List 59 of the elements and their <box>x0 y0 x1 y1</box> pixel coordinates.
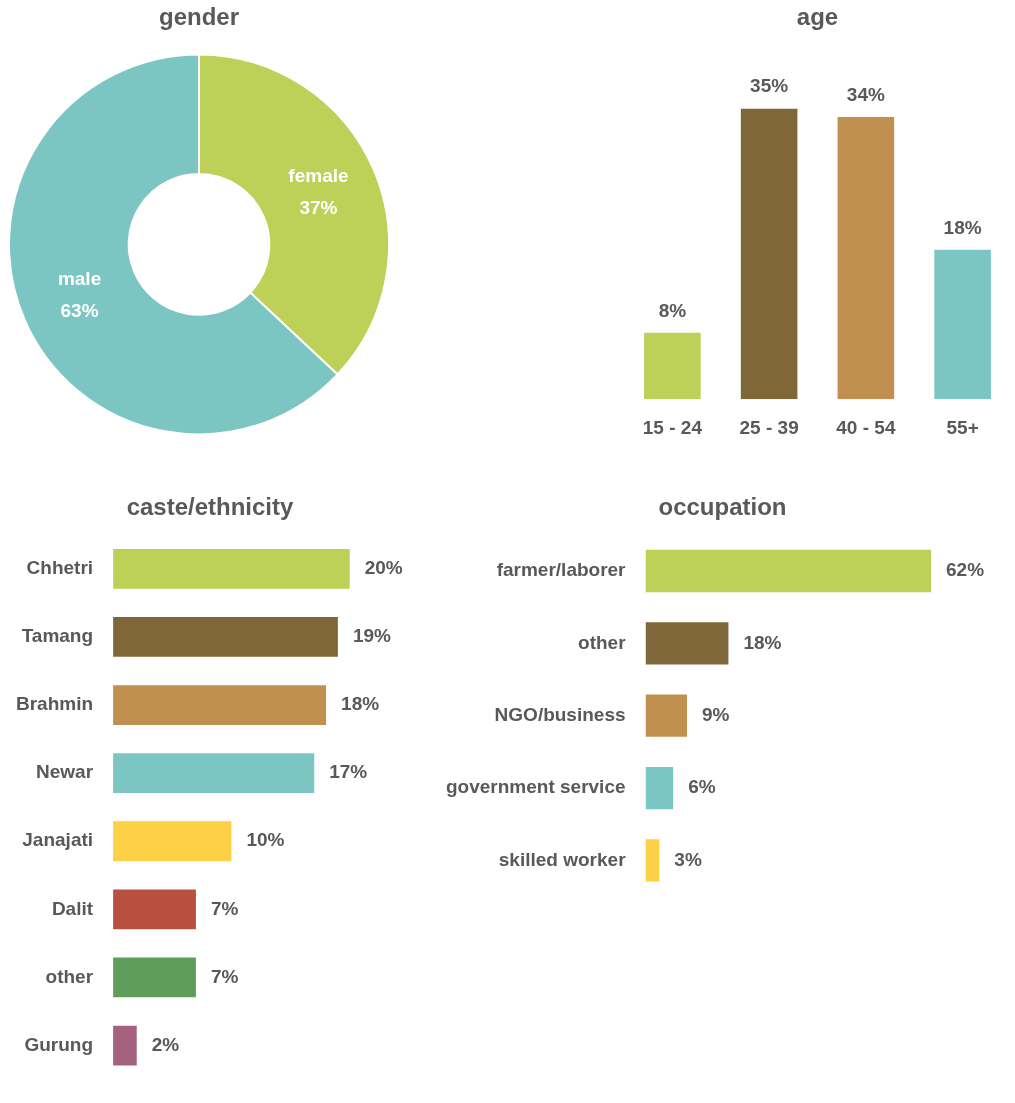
data-label: 6% <box>688 776 716 798</box>
bar <box>645 839 660 882</box>
chart-title: gender <box>158 3 240 31</box>
data-label: 3% <box>674 848 702 870</box>
data-label: 20% <box>364 557 403 579</box>
bar <box>645 694 687 737</box>
y-tick-label: government service <box>445 776 626 798</box>
data-label: 9% <box>701 703 730 725</box>
bar <box>113 821 232 862</box>
bar <box>645 766 674 810</box>
bar <box>113 548 350 589</box>
y-tick-label: Newar <box>36 761 94 783</box>
data-label: 18% <box>743 631 782 653</box>
data-label: 2% <box>151 1033 180 1055</box>
y-tick-label: skilled worker <box>498 848 627 870</box>
chart-title: caste/ethnicity <box>126 493 295 521</box>
data-label: 18% <box>341 693 380 715</box>
y-tick-label: farmer/laborer <box>496 559 627 581</box>
data-label: 63% <box>60 300 99 322</box>
y-tick-label: Janajati <box>22 829 94 851</box>
x-tick-label: 55+ <box>946 416 979 438</box>
bar <box>645 549 932 593</box>
bar <box>644 332 701 400</box>
bar <box>113 753 315 794</box>
y-tick-label: other <box>45 965 94 987</box>
bar <box>113 685 327 725</box>
chart-title: occupation <box>658 493 787 521</box>
data-label: 37% <box>299 196 338 218</box>
bar <box>837 117 895 400</box>
data-label: 18% <box>943 216 982 238</box>
slice-label: male <box>57 268 102 290</box>
y-tick-label: other <box>578 631 627 653</box>
data-label: 7% <box>210 897 239 919</box>
y-tick-label: Dalit <box>51 897 94 919</box>
bar <box>645 622 729 665</box>
bar <box>113 889 196 930</box>
y-tick-label: Gurung <box>24 1033 94 1055</box>
y-tick-label: NGO/business <box>494 703 626 725</box>
data-label: 10% <box>246 829 285 851</box>
y-tick-label: Chhetri <box>26 557 94 579</box>
x-tick-label: 25 - 39 <box>739 416 799 438</box>
data-label: 17% <box>329 761 368 783</box>
bar <box>113 957 196 998</box>
y-tick-label: Tamang <box>21 625 94 647</box>
bar <box>740 108 798 400</box>
bar <box>113 617 338 657</box>
x-tick-label: 15 - 24 <box>642 416 703 438</box>
x-tick-label: 40 - 54 <box>836 416 896 438</box>
data-label: 7% <box>210 965 239 987</box>
data-label: 35% <box>750 75 789 97</box>
data-label: 34% <box>846 83 885 105</box>
data-label: 62% <box>946 559 985 581</box>
data-label: 19% <box>352 625 392 647</box>
chart-title: age <box>796 3 839 31</box>
data-label: 8% <box>658 299 687 321</box>
bar <box>934 249 991 400</box>
y-tick-label: Brahmin <box>15 693 94 715</box>
slice-label: female <box>288 164 349 186</box>
bar <box>113 1025 137 1066</box>
